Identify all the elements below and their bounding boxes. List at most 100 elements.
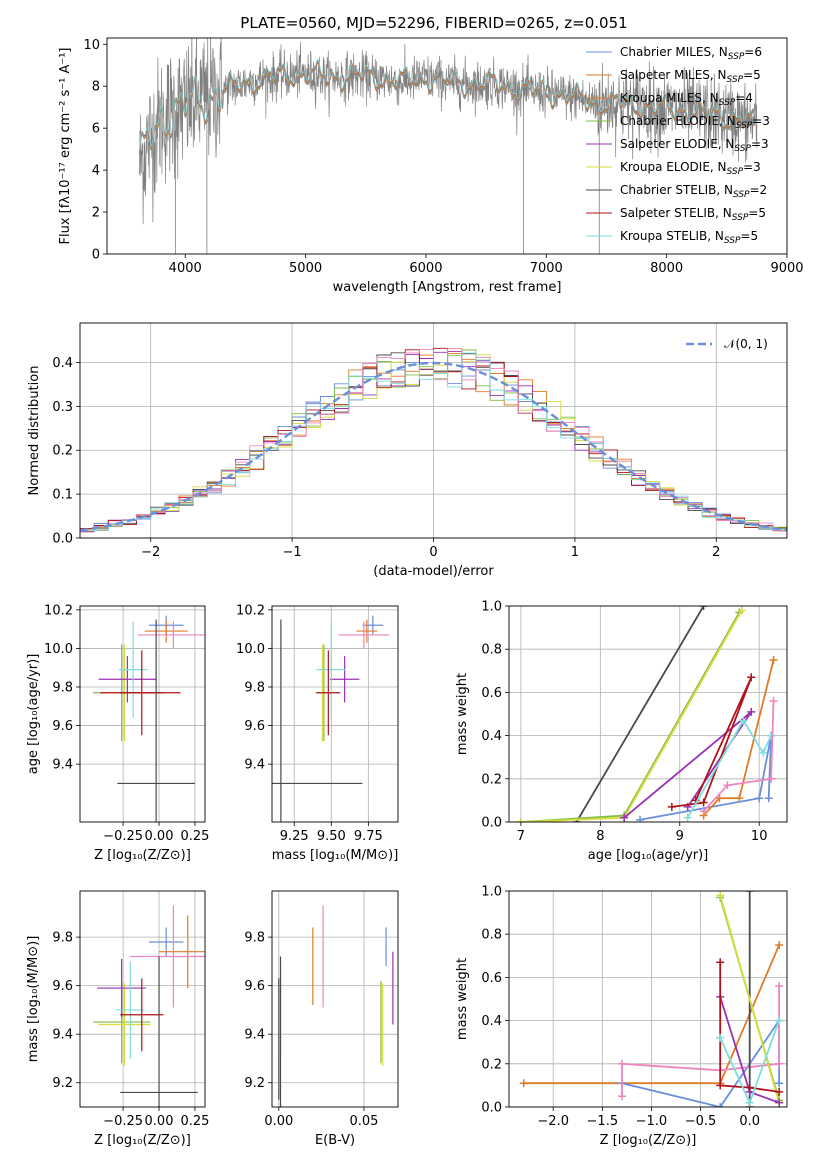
massweight-line	[520, 612, 741, 822]
massweight-marker	[745, 1083, 754, 1092]
x-axis-label: mass [log₁₀(M/M⊙)]	[272, 848, 399, 863]
residual-histogram	[80, 352, 787, 533]
massweight-marker	[759, 748, 768, 757]
plot-area	[92, 905, 205, 1107]
massweight-marker	[775, 941, 784, 949]
legend-label-sub: SSP	[719, 98, 736, 108]
x-tick-label: −1	[283, 545, 302, 560]
gridlines	[509, 605, 787, 823]
massweight-marker	[699, 807, 708, 816]
x-tick-label: 4000	[169, 261, 202, 276]
x-tick-label: 0.00	[145, 1114, 174, 1129]
plot-area	[92, 615, 205, 822]
massweight-marker	[716, 1103, 725, 1107]
x-axis-label: wavelength [Angstrom, rest frame]	[333, 280, 562, 295]
y-tick-label: 9.8	[52, 681, 73, 696]
y-tick-label: 0.2	[481, 772, 502, 787]
x-tick-label: 0	[429, 545, 437, 560]
plot-area	[80, 347, 787, 534]
massweight-line	[702, 700, 775, 812]
x-tick-label: 9.25	[280, 829, 309, 844]
massweight-marker	[747, 707, 756, 716]
panel-residuals: −2 −1 0 1 2 0.0 0.1 0.2 0.3 0.4 (data-model)/error…	[27, 322, 788, 579]
x-axis-label: age [log₁₀(age/yr)]	[588, 848, 709, 863]
legend-label-suffix: =4	[735, 91, 753, 105]
legend-label-suffix: =5	[740, 229, 758, 243]
axes-frame	[271, 605, 399, 823]
legend-label: Kroupa ELODIE, NSSP=3	[620, 160, 761, 177]
y-tick-label: 8	[92, 80, 100, 95]
legend-label-suffix: =3	[751, 137, 769, 151]
x-tick-label: 0.0	[739, 1114, 760, 1129]
y-tick-label: 0.4	[52, 356, 73, 371]
legend-label-main: Kroupa ELODIE, N	[620, 160, 727, 174]
legend-label: Chabrier ELODIE, NSSP=3	[620, 114, 770, 131]
legend-label: Salpeter ELODIE, NSSP=3	[620, 137, 769, 154]
y-tick-label: 0	[92, 248, 100, 263]
panel-massweight_vs_Z: −2.0 −1.5 −1.0 −0.5 0.0 0.0 0.2 0.4 0.6 0.8 1.0 Z […	[455, 885, 788, 1148]
massweight-marker	[767, 731, 776, 740]
massweight-line	[686, 718, 772, 819]
y-tick-label: 0.8	[481, 928, 502, 943]
massweight-marker	[775, 1059, 784, 1068]
massweight-line	[719, 962, 780, 1093]
massweight-marker	[716, 958, 725, 967]
massweight-marker	[667, 802, 676, 811]
massweight-marker	[747, 673, 756, 682]
y-tick-label: 9.6	[244, 979, 265, 994]
legend-label-suffix: =3	[752, 114, 770, 128]
spectrum-model-line	[139, 59, 758, 151]
massweight-marker	[767, 774, 776, 783]
y-tick-label: 9.6	[52, 979, 73, 994]
legend-label-suffix: =6	[744, 45, 762, 59]
axes-frame	[271, 890, 399, 1108]
y-tick-label: 10.2	[44, 603, 73, 618]
gridlines	[272, 606, 398, 822]
spectrum-data-line	[139, 38, 758, 225]
legend-label-sub: SSP	[727, 167, 744, 177]
axes-frame	[508, 890, 788, 1108]
massweight-marker	[699, 798, 708, 807]
y-tick-label: 9.2	[52, 1076, 73, 1091]
massweight-marker	[764, 794, 773, 803]
y-axis-label: age [log₁₀(age/yr)]	[26, 654, 41, 775]
plot-area	[516, 606, 778, 822]
y-tick-label: 9.8	[244, 931, 265, 946]
axes-frame	[106, 37, 788, 255]
massweight-marker	[723, 781, 732, 790]
massweight-marker	[775, 982, 784, 991]
massweight-marker	[683, 813, 692, 822]
massweight-line	[719, 895, 780, 1103]
massweight-marker	[699, 606, 708, 610]
y-tick-label: 2	[92, 206, 100, 221]
y-tick-label: 10.2	[236, 603, 265, 618]
y-tick-label: 0.0	[52, 532, 73, 547]
y-axis-label: Normed distribution	[27, 366, 42, 496]
legend-label-main: Chabrier MILES, N	[620, 45, 728, 59]
y-tick-label: 6	[92, 122, 100, 137]
x-tick-label: 5000	[289, 261, 322, 276]
massweight-marker	[636, 815, 645, 822]
x-axis-label: E(B-V)	[315, 1133, 355, 1148]
massweight-marker	[620, 813, 629, 822]
legend-label-sub: SSP	[733, 190, 750, 200]
legend-label-main: Chabrier ELODIE, N	[620, 114, 736, 128]
legend-label-sub: SSP	[728, 52, 745, 62]
axes: 0.00 0.05 9.2 9.4 9.6 9.8 E(B-V)	[244, 890, 399, 1148]
legend-label-suffix: =5	[743, 68, 761, 82]
y-axis-label: Flux [fλ10⁻¹⁷ erg cm⁻² s⁻¹ A⁻¹]	[58, 48, 73, 245]
y-tick-label: 9.6	[244, 719, 265, 734]
massweight-marker	[617, 1059, 626, 1068]
massweight-marker	[737, 606, 746, 615]
x-axis-label: Z [log₁₀(Z/Z⊙)]	[94, 1133, 191, 1148]
massweight-marker	[775, 1098, 784, 1107]
axes-frame	[79, 322, 788, 539]
y-tick-label: 10	[83, 38, 100, 53]
y-tick-label: 0.4	[481, 1014, 502, 1029]
axes-frame	[79, 890, 206, 1108]
y-tick-label: 0.2	[481, 1057, 502, 1072]
y-tick-label: 0.0	[481, 816, 502, 831]
x-tick-label: 9	[676, 829, 684, 844]
